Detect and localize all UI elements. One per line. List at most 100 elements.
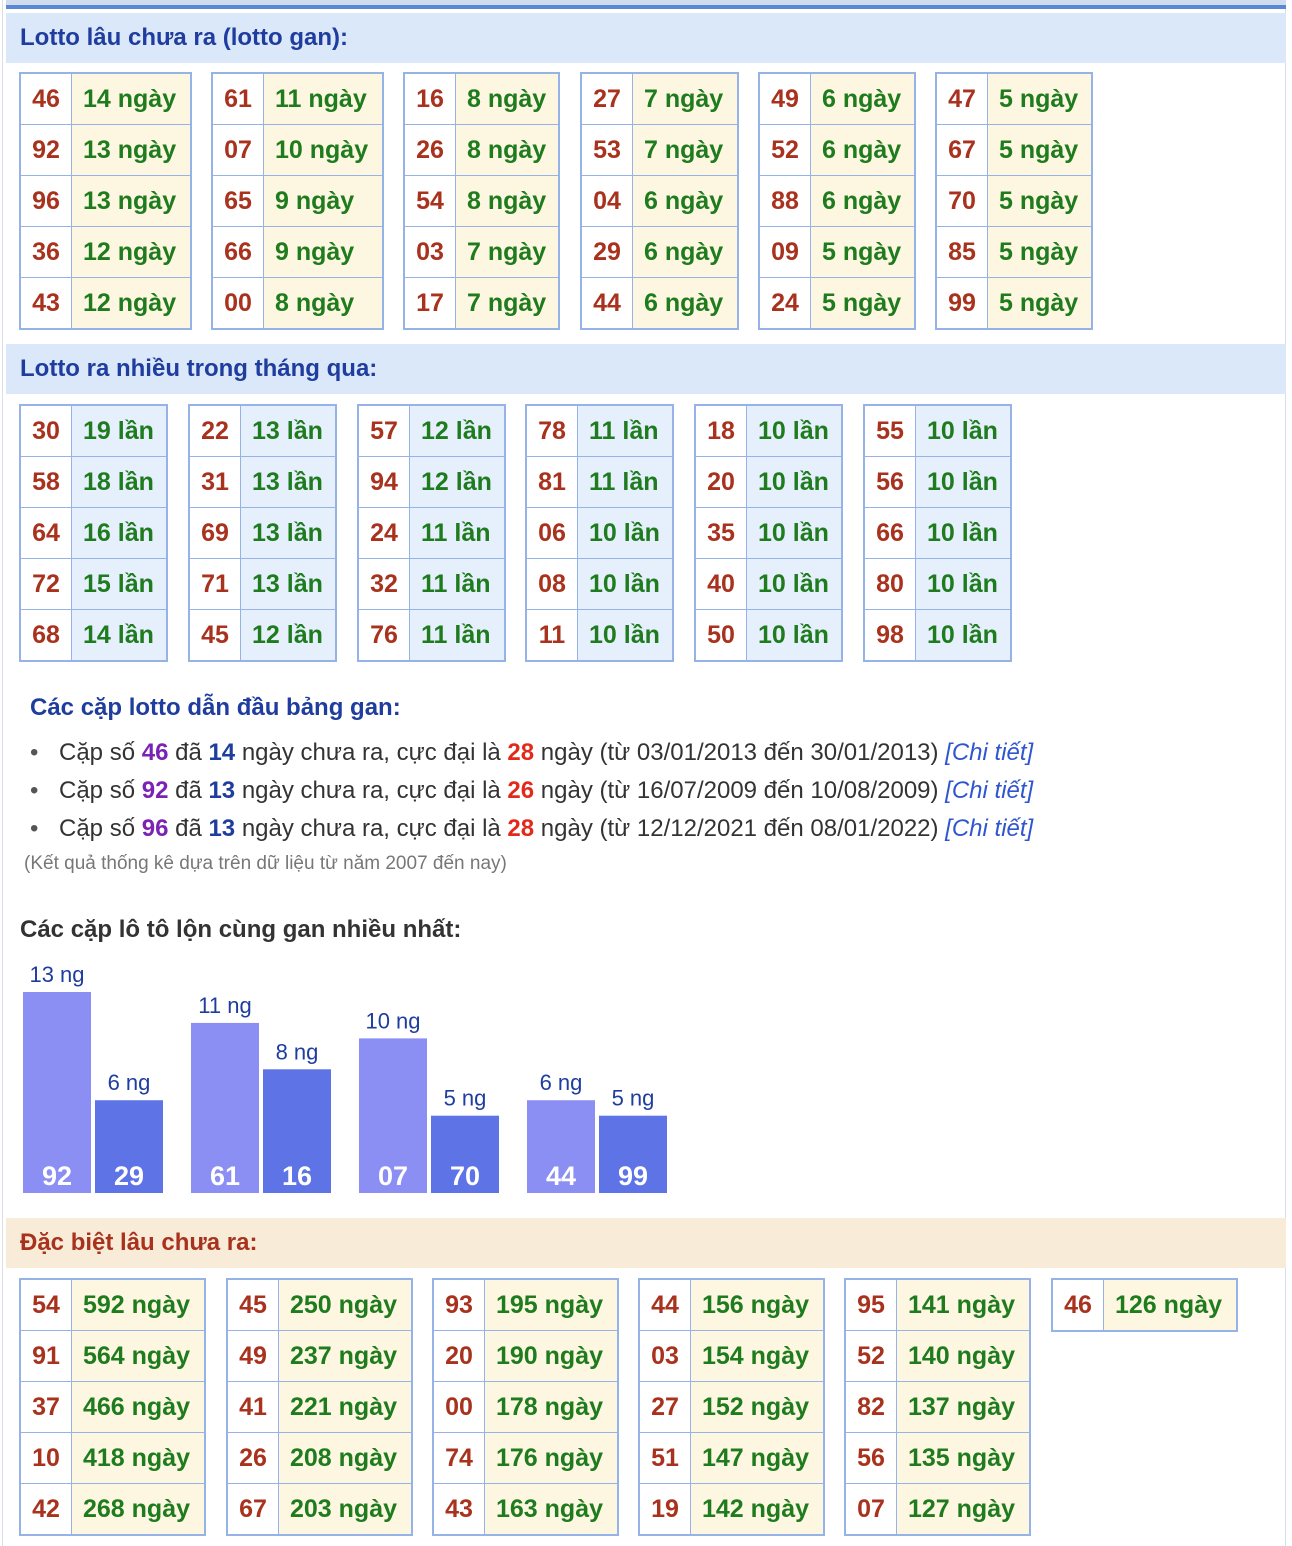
bar-07 bbox=[359, 1038, 427, 1193]
lotto-count: 7 ngày bbox=[455, 226, 560, 278]
pair-days: 13 bbox=[208, 777, 236, 804]
bar-99 bbox=[599, 1115, 667, 1193]
bar-value-label: 8 ng bbox=[276, 1039, 319, 1064]
lotto-count: 10 lần bbox=[915, 456, 1012, 508]
table-row: 46 126 ngày bbox=[1051, 1278, 1238, 1332]
lotto-count: 208 ngày bbox=[278, 1432, 413, 1484]
lotto-count: 10 lần bbox=[746, 609, 843, 662]
table-row: 88 6 ngày bbox=[758, 175, 916, 227]
lotto-number: 45 bbox=[226, 1278, 279, 1331]
table-row: 08 10 lần bbox=[525, 558, 674, 610]
pair-max: 28 bbox=[507, 815, 535, 842]
table-row: 27 152 ngày bbox=[638, 1381, 825, 1433]
bar-92 bbox=[23, 992, 91, 1193]
lotto-count: 127 ngày bbox=[896, 1483, 1031, 1536]
bullet-icon: • bbox=[30, 739, 39, 766]
table-row: 32 11 lần bbox=[357, 558, 506, 610]
table-row: 24 11 lần bbox=[357, 507, 506, 559]
lotto-count: 12 ngày bbox=[71, 277, 192, 330]
lotto-count: 10 lần bbox=[915, 558, 1012, 610]
lotto-count: 10 lần bbox=[746, 456, 843, 508]
lotto-count: 12 lần bbox=[409, 404, 506, 457]
table-row: 49 237 ngày bbox=[226, 1330, 413, 1382]
table-row: 47 5 ngày bbox=[935, 72, 1093, 125]
lotto-number: 27 bbox=[638, 1381, 691, 1433]
table-row: 66 10 lần bbox=[863, 507, 1012, 559]
lotto-count: 6 ngày bbox=[632, 175, 739, 227]
table-row: 20 190 ngày bbox=[432, 1330, 619, 1382]
lotto-number: 56 bbox=[844, 1432, 897, 1484]
lotto-number: 80 bbox=[863, 558, 916, 610]
table-row: 07 127 ngày bbox=[844, 1483, 1031, 1536]
lotto-count: 178 ngày bbox=[484, 1381, 619, 1433]
table-row: 04 6 ngày bbox=[580, 175, 739, 227]
lead-pairs-info: Các cặp lotto dẫn đầu bảng gan: • Cặp số … bbox=[30, 694, 1270, 848]
lotto-number: 40 bbox=[694, 558, 747, 610]
table-row: 46 14 ngày bbox=[19, 72, 192, 125]
lotto-count: 154 ngày bbox=[690, 1330, 825, 1382]
stats-table: 27 7 ngày 53 7 ngày 04 6 ngày 29 6 ngày 44 6 ngày bbox=[580, 72, 739, 330]
stats-table: 78 11 lần 81 11 lần 06 10 lần 08 10 lần 11 10 lần bbox=[525, 404, 674, 662]
table-row: 64 16 lần bbox=[19, 507, 168, 559]
lotto-number: 69 bbox=[188, 507, 241, 559]
lotto-count: 152 ngày bbox=[690, 1381, 825, 1433]
lotto-count: 10 ngày bbox=[263, 124, 384, 176]
lotto-number: 31 bbox=[188, 456, 241, 508]
lotto-number: 67 bbox=[935, 124, 988, 176]
lead-pairs-title: Các cặp lotto dẫn đầu bảng gan: bbox=[30, 694, 401, 721]
lotto-number: 24 bbox=[758, 277, 811, 330]
lotto-count: 6 ngày bbox=[810, 124, 916, 176]
table-row: 43 163 ngày bbox=[432, 1483, 619, 1536]
table-row: 43 12 ngày bbox=[19, 277, 192, 330]
stats-table: 49 6 ngày 52 6 ngày 88 6 ngày 09 5 ngày 24 5 ngày bbox=[758, 72, 916, 330]
lotto-count: 8 ngày bbox=[455, 72, 560, 125]
lotto-count: 6 ngày bbox=[810, 175, 916, 227]
lotto-count: 7 ngày bbox=[455, 277, 560, 330]
lotto-number: 26 bbox=[403, 124, 456, 176]
table-row: 74 176 ngày bbox=[432, 1432, 619, 1484]
table-row: 93 195 ngày bbox=[432, 1278, 619, 1331]
table-row: 81 11 lần bbox=[525, 456, 674, 508]
pair-days: 13 bbox=[208, 815, 236, 842]
table-row: 22 13 lần bbox=[188, 404, 337, 457]
table-row: 76 11 lần bbox=[357, 609, 506, 662]
table-row: 40 10 lần bbox=[694, 558, 843, 610]
detail-link[interactable]: [Chi tiết] bbox=[945, 815, 1034, 842]
detail-link[interactable]: [Chi tiết] bbox=[945, 739, 1034, 766]
stats-note: (Kết quả thống kê dựa trên dữ liệu từ nă… bbox=[24, 853, 507, 874]
lead-pair-item: • Cặp số 96 đã 13 ngày chưa ra, cực đại l… bbox=[30, 810, 1270, 848]
lotto-count: 141 ngày bbox=[896, 1278, 1031, 1331]
table-row: 44 6 ngày bbox=[580, 277, 739, 330]
table-row: 95 141 ngày bbox=[844, 1278, 1031, 1331]
table-row: 18 10 lần bbox=[694, 404, 843, 457]
lotto-number: 43 bbox=[432, 1483, 485, 1536]
lotto-number: 37 bbox=[19, 1381, 72, 1433]
lotto-number: 65 bbox=[211, 175, 264, 227]
table-row: 49 6 ngày bbox=[758, 72, 916, 125]
lotto-number: 67 bbox=[226, 1483, 279, 1536]
lotto-number: 51 bbox=[638, 1432, 691, 1484]
stats-table: 22 13 lần 31 13 lần 69 13 lần 71 13 lần 45 12 lần bbox=[188, 404, 337, 662]
bar-44 bbox=[527, 1100, 595, 1193]
lotto-number: 20 bbox=[694, 456, 747, 508]
table-row: 00 8 ngày bbox=[211, 277, 384, 330]
table-row: 96 13 ngày bbox=[19, 175, 192, 227]
detail-link[interactable]: [Chi tiết] bbox=[945, 777, 1034, 804]
lotto-count: 10 lần bbox=[915, 609, 1012, 662]
stats-table: 30 19 lần 58 18 lần 64 16 lần 72 15 lần 68 14 lần bbox=[19, 404, 168, 662]
table-row: 55 10 lần bbox=[863, 404, 1012, 457]
lotto-number: 36 bbox=[19, 226, 72, 278]
top-bar-accent bbox=[6, 5, 1286, 9]
lotto-number: 45 bbox=[188, 609, 241, 662]
lotto-count: 10 lần bbox=[577, 558, 674, 610]
table-row: 56 135 ngày bbox=[844, 1432, 1031, 1484]
table-row: 54 592 ngày bbox=[19, 1278, 206, 1331]
lotto-count: 10 lần bbox=[746, 558, 843, 610]
bar-pair-label: 92 bbox=[42, 1161, 72, 1191]
lotto-count: 13 ngày bbox=[71, 124, 192, 176]
lotto-number: 00 bbox=[432, 1381, 485, 1433]
lotto-number: 66 bbox=[211, 226, 264, 278]
lotto-count: 190 ngày bbox=[484, 1330, 619, 1382]
lotto-count: 16 lần bbox=[71, 507, 168, 559]
lotto-count: 18 lần bbox=[71, 456, 168, 508]
